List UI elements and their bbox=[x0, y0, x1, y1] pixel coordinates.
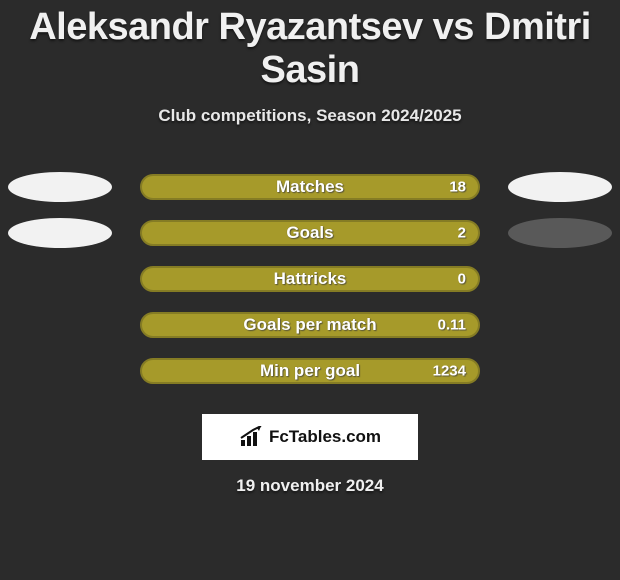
stat-row: Goals per match 0.11 bbox=[0, 302, 620, 348]
footer-brand-text: FcTables.com bbox=[269, 427, 381, 447]
right-ellipse bbox=[508, 172, 612, 202]
stat-row: Hattricks 0 bbox=[0, 256, 620, 302]
stat-bar-wrap: Goals per match 0.11 bbox=[140, 312, 480, 338]
stats-rows: Matches 18 Goals 2 Hattricks 0 Goals per match… bbox=[0, 164, 620, 394]
stat-row: Matches 18 bbox=[0, 164, 620, 210]
stat-label: Goals bbox=[286, 223, 333, 243]
right-ellipse bbox=[508, 218, 612, 248]
stat-bar-wrap: Goals 2 bbox=[140, 220, 480, 246]
stat-value: 0.11 bbox=[438, 317, 466, 334]
stat-bar: Matches 18 bbox=[140, 174, 480, 200]
stat-value: 18 bbox=[449, 179, 466, 196]
stat-row: Min per goal 1234 bbox=[0, 348, 620, 394]
left-ellipse bbox=[8, 172, 112, 202]
stat-bar-wrap: Min per goal 1234 bbox=[140, 358, 480, 384]
stat-bar: Hattricks 0 bbox=[140, 266, 480, 292]
stat-label: Matches bbox=[276, 177, 344, 197]
footer-badge: FcTables.com bbox=[202, 414, 418, 460]
stat-label: Min per goal bbox=[260, 361, 360, 381]
stat-value: 1234 bbox=[433, 363, 466, 380]
stat-label: Goals per match bbox=[243, 315, 376, 335]
stat-bar-wrap: Matches 18 bbox=[140, 174, 480, 200]
stat-row: Goals 2 bbox=[0, 210, 620, 256]
page-title: Aleksandr Ryazantsev vs Dmitri Sasin bbox=[0, 0, 620, 92]
stat-bar: Goals 2 bbox=[140, 220, 480, 246]
page-subtitle: Club competitions, Season 2024/2025 bbox=[0, 106, 620, 126]
footer-date: 19 november 2024 bbox=[0, 476, 620, 496]
stat-bar-wrap: Hattricks 0 bbox=[140, 266, 480, 292]
stat-bar: Goals per match 0.11 bbox=[140, 312, 480, 338]
chart-icon bbox=[239, 426, 265, 448]
stat-label: Hattricks bbox=[274, 269, 347, 289]
left-ellipse bbox=[8, 218, 112, 248]
stat-bar: Min per goal 1234 bbox=[140, 358, 480, 384]
stat-value: 0 bbox=[458, 271, 466, 288]
stat-value: 2 bbox=[458, 225, 466, 242]
